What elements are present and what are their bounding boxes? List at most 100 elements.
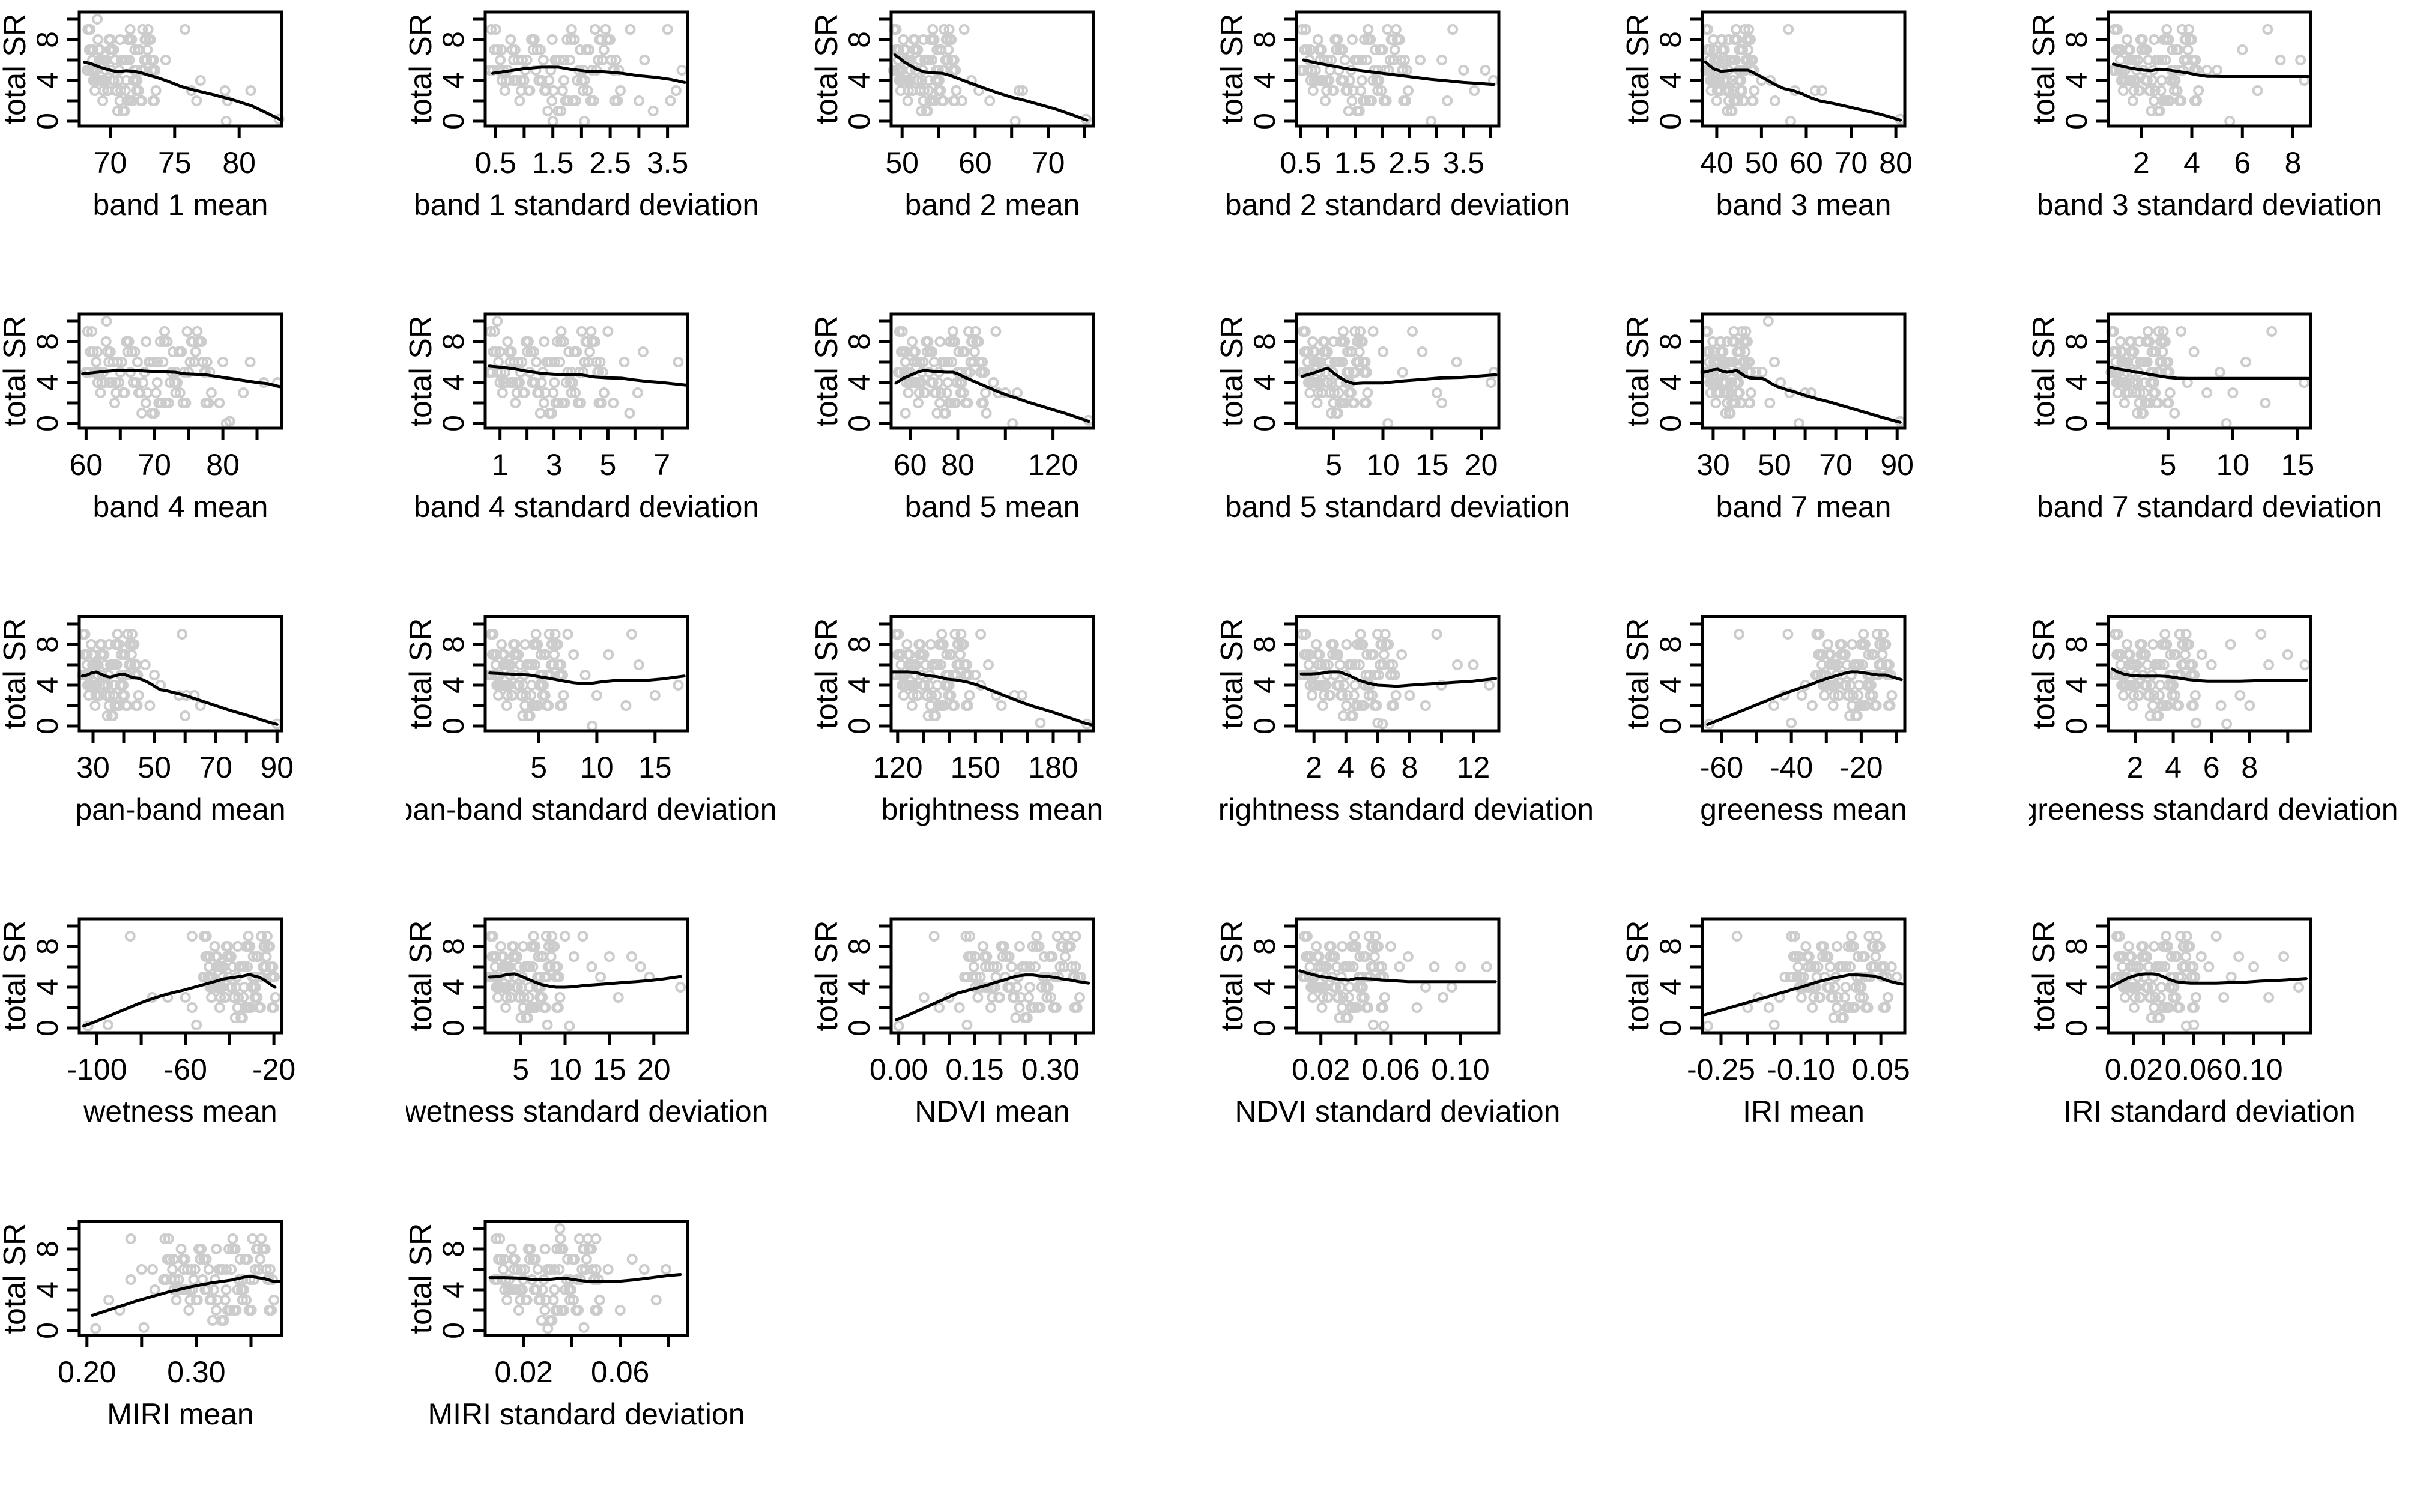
data-point — [120, 700, 132, 711]
data-point — [2156, 961, 2167, 972]
data-point — [515, 1264, 527, 1275]
data-point — [1847, 639, 1858, 650]
data-point-outlier — [1426, 116, 1437, 127]
data-point — [931, 690, 942, 701]
x-tick-label: 2 — [2127, 751, 2144, 784]
data-point — [2150, 387, 2161, 398]
x-tick-label: 30 — [1696, 448, 1730, 482]
y-tick-label: 0 — [842, 718, 876, 734]
x-tick-label: 50 — [138, 751, 171, 784]
x-axis-title: pan-band mean — [75, 793, 285, 826]
data-point — [959, 972, 970, 982]
data-point — [928, 34, 940, 45]
data-point — [903, 680, 915, 691]
data-point — [2182, 44, 2194, 55]
data-point-outlier — [2191, 717, 2202, 728]
data-point — [103, 639, 115, 650]
x-axis-title: greeness standard deviation — [2029, 793, 2398, 826]
y-tick-label: 0 — [31, 113, 64, 130]
data-point — [1832, 992, 1844, 1003]
data-point-outlier — [554, 1223, 566, 1234]
x-tick-label: 0.02 — [2105, 1053, 2163, 1086]
data-point-outlier — [149, 1284, 160, 1295]
plot-frame — [889, 917, 1095, 1035]
data-point — [1346, 387, 1357, 398]
data-point — [558, 336, 569, 347]
x-tick-label: 5 — [512, 1053, 529, 1086]
data-point — [554, 55, 565, 65]
data-point — [555, 1233, 566, 1244]
panel-pan-band-standard-deviation: 5 10 15 0 4 8 total SR pan-band standard deviat… — [406, 605, 812, 907]
data-point-outlier — [988, 377, 999, 388]
data-point-outlier — [665, 95, 676, 106]
data-point — [932, 75, 943, 86]
data-point — [907, 336, 918, 347]
data-point — [2172, 1002, 2183, 1013]
data-point — [937, 639, 949, 650]
data-point — [229, 1012, 241, 1023]
data-point — [525, 1002, 536, 1013]
data-point — [584, 346, 596, 357]
data-point — [2165, 649, 2176, 660]
data-point-outlier — [219, 85, 231, 96]
data-point — [1846, 931, 1857, 942]
data-point — [1327, 85, 1338, 96]
data-point-outlier — [2203, 961, 2215, 972]
data-point — [505, 1284, 516, 1295]
data-point — [1358, 951, 1369, 962]
data-point-outlier — [1796, 690, 1807, 701]
data-point — [550, 398, 561, 408]
data-point — [2161, 931, 2172, 942]
data-point-outlier — [136, 1264, 147, 1275]
data-point — [133, 690, 144, 701]
data-point — [1854, 972, 1866, 982]
data-point-outlier — [975, 629, 987, 640]
data-point — [2127, 95, 2138, 106]
data-point — [1709, 75, 1720, 86]
plot-frame — [1295, 917, 1501, 1035]
data-point — [157, 357, 169, 367]
data-point — [578, 85, 589, 96]
data-point — [1342, 690, 1353, 701]
data-point-outlier — [1385, 941, 1396, 952]
data-point-outlier — [1446, 982, 1457, 993]
data-point — [1301, 931, 1313, 942]
data-point — [2136, 44, 2147, 55]
data-point — [942, 377, 954, 388]
data-point-outlier — [1779, 972, 1791, 982]
x-tick-label: 12 — [1457, 751, 1490, 784]
data-point — [222, 1305, 233, 1316]
data-point — [1059, 961, 1069, 972]
data-point — [2153, 326, 2164, 337]
data-point — [511, 387, 522, 398]
data-point — [1307, 690, 1318, 701]
data-point — [2154, 690, 2165, 701]
x-axis-title: band 3 mean — [1716, 188, 1892, 222]
data-point — [1832, 941, 1843, 952]
data-point — [1304, 961, 1316, 972]
data-point — [581, 1254, 592, 1265]
data-point — [2179, 941, 2190, 952]
data-point — [265, 972, 277, 982]
data-point — [566, 24, 577, 35]
y-tick-label: 0 — [437, 113, 470, 130]
data-point — [2161, 639, 2173, 650]
data-point — [110, 387, 122, 398]
data-point — [1313, 680, 1324, 691]
data-point — [112, 357, 123, 367]
data-point — [1326, 55, 1337, 65]
x-tick-label: -40 — [1770, 751, 1813, 784]
data-point-outlier — [590, 1233, 602, 1244]
data-point — [1365, 34, 1376, 45]
data-point — [488, 649, 500, 660]
y-tick-label: 8 — [1248, 938, 1281, 955]
y-tick-label: 4 — [1654, 677, 1687, 694]
data-point — [260, 961, 271, 972]
data-point — [590, 1305, 600, 1316]
data-point-outlier — [603, 649, 614, 660]
data-point — [927, 346, 938, 357]
data-point-outlier — [1415, 55, 1426, 65]
data-point-outlier — [660, 1264, 671, 1275]
data-point-outlier — [918, 992, 930, 1003]
data-point — [163, 1233, 174, 1244]
